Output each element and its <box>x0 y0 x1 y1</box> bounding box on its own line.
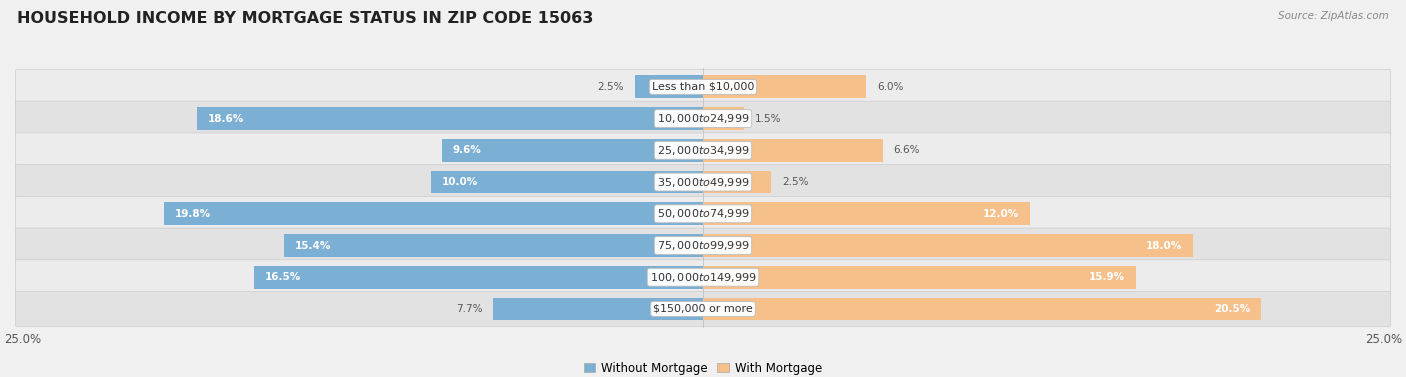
Text: $100,000 to $149,999: $100,000 to $149,999 <box>650 271 756 284</box>
Bar <box>703 297 1261 320</box>
FancyBboxPatch shape <box>15 291 1391 326</box>
Bar <box>703 202 1029 225</box>
Text: 1.5%: 1.5% <box>755 113 782 124</box>
Bar <box>703 234 1194 257</box>
FancyBboxPatch shape <box>15 101 1391 136</box>
Text: 15.9%: 15.9% <box>1090 272 1125 282</box>
Text: 6.6%: 6.6% <box>894 146 920 155</box>
Text: HOUSEHOLD INCOME BY MORTGAGE STATUS IN ZIP CODE 15063: HOUSEHOLD INCOME BY MORTGAGE STATUS IN Z… <box>17 11 593 26</box>
Text: $35,000 to $49,999: $35,000 to $49,999 <box>657 176 749 188</box>
FancyBboxPatch shape <box>15 260 1391 295</box>
Bar <box>253 266 703 289</box>
FancyBboxPatch shape <box>15 165 1391 199</box>
Text: $75,000 to $99,999: $75,000 to $99,999 <box>657 239 749 252</box>
Text: Less than $10,000: Less than $10,000 <box>652 82 754 92</box>
Text: $150,000 or more: $150,000 or more <box>654 304 752 314</box>
Text: $50,000 to $74,999: $50,000 to $74,999 <box>657 207 749 220</box>
Text: 10.0%: 10.0% <box>441 177 478 187</box>
Bar <box>441 139 703 162</box>
Text: 2.5%: 2.5% <box>598 82 624 92</box>
Text: 18.0%: 18.0% <box>1146 241 1182 250</box>
Bar <box>430 171 703 193</box>
Bar <box>494 297 703 320</box>
Bar <box>636 75 703 98</box>
FancyBboxPatch shape <box>15 133 1391 168</box>
Text: 19.8%: 19.8% <box>174 209 211 219</box>
FancyBboxPatch shape <box>15 69 1391 104</box>
Legend: Without Mortgage, With Mortgage: Without Mortgage, With Mortgage <box>579 357 827 377</box>
Text: 18.6%: 18.6% <box>208 113 243 124</box>
Text: 2.5%: 2.5% <box>782 177 808 187</box>
Text: $10,000 to $24,999: $10,000 to $24,999 <box>657 112 749 125</box>
Bar <box>197 107 703 130</box>
FancyBboxPatch shape <box>15 228 1391 263</box>
Text: 16.5%: 16.5% <box>264 272 301 282</box>
Text: 7.7%: 7.7% <box>456 304 482 314</box>
Text: 12.0%: 12.0% <box>983 209 1019 219</box>
Bar <box>165 202 703 225</box>
FancyBboxPatch shape <box>15 196 1391 231</box>
Text: $25,000 to $34,999: $25,000 to $34,999 <box>657 144 749 157</box>
Text: Source: ZipAtlas.com: Source: ZipAtlas.com <box>1278 11 1389 21</box>
Bar <box>703 171 770 193</box>
Text: 9.6%: 9.6% <box>453 146 481 155</box>
Bar <box>703 266 1136 289</box>
Bar <box>703 107 744 130</box>
Bar <box>284 234 703 257</box>
Text: 20.5%: 20.5% <box>1215 304 1250 314</box>
Text: 6.0%: 6.0% <box>877 82 904 92</box>
Text: 15.4%: 15.4% <box>294 241 330 250</box>
Bar <box>703 139 883 162</box>
Bar <box>703 75 866 98</box>
